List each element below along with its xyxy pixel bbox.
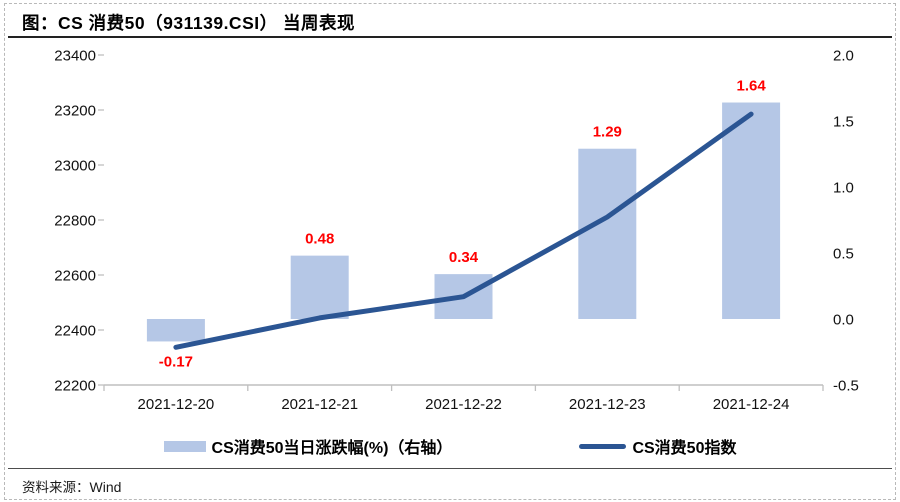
legend-item-line: CS消费50指数 [579, 434, 736, 458]
source-value: Wind [89, 479, 122, 495]
left-axis-tick-label: 22800 [54, 213, 96, 230]
bar-2021-12-20 [146, 319, 205, 342]
left-axis-tick-label: 22200 [54, 378, 96, 395]
chart-title: 图：CS 消费50（931139.CSI） 当周表现 [22, 13, 355, 33]
legend-line-label: CS消费50指数 [632, 440, 737, 457]
x-category-label: 2021-12-23 [569, 396, 646, 413]
bar-value-label: -0.17 [159, 353, 193, 370]
bar-swatch-icon [163, 440, 206, 452]
source-note: 资料来源：Wind [22, 476, 121, 496]
right-axis-tick-label: 2.0 [833, 48, 854, 65]
left-axis-tick-label: 22600 [54, 268, 96, 285]
x-category-label: 2021-12-20 [138, 396, 215, 413]
x-category-label: 2021-12-24 [713, 396, 790, 413]
x-category-label: 2021-12-21 [281, 396, 358, 413]
bar-value-label: 1.29 [593, 124, 622, 141]
x-category-label: 2021-12-22 [425, 396, 502, 413]
right-axis-tick-label: 0.0 [833, 312, 854, 329]
bar-value-label: 0.34 [449, 249, 479, 266]
legend-item-bar: CS消费50当日涨跌幅(%)（右轴） [163, 434, 453, 458]
source-label: 资料来源： [22, 480, 90, 496]
title-divider [8, 36, 892, 38]
legend-bar-label: CS消费50当日涨跌幅(%)（右轴） [211, 440, 453, 457]
left-axis-tick-label: 23000 [54, 158, 96, 175]
index-line [173, 111, 754, 350]
footer-divider [8, 468, 892, 469]
bar-value-label: 1.64 [736, 78, 766, 95]
left-axis-tick-label: 23200 [54, 103, 96, 120]
left-axis-tick-label: 22400 [54, 323, 96, 340]
right-axis-tick-label: -0.5 [833, 378, 859, 395]
bar-2021-12-23 [578, 148, 637, 319]
right-axis-tick-label: 1.5 [833, 114, 854, 131]
right-axis-tick-label: 1.0 [833, 180, 854, 197]
bar-2021-12-21 [290, 255, 349, 319]
left-axis-tick-label: 23400 [54, 48, 96, 65]
bar-2021-12-24 [722, 102, 781, 320]
right-axis-tick-label: 0.5 [833, 246, 854, 263]
chart-legend: CS消费50当日涨跌幅(%)（右轴） CS消费50指数 [0, 434, 900, 458]
combo-chart: 22200 22400 22600 22800 23000 23200 23400 -0.5 0… [54, 48, 859, 414]
line-swatch-icon [579, 443, 627, 449]
bar-value-label: 0.48 [305, 231, 334, 248]
